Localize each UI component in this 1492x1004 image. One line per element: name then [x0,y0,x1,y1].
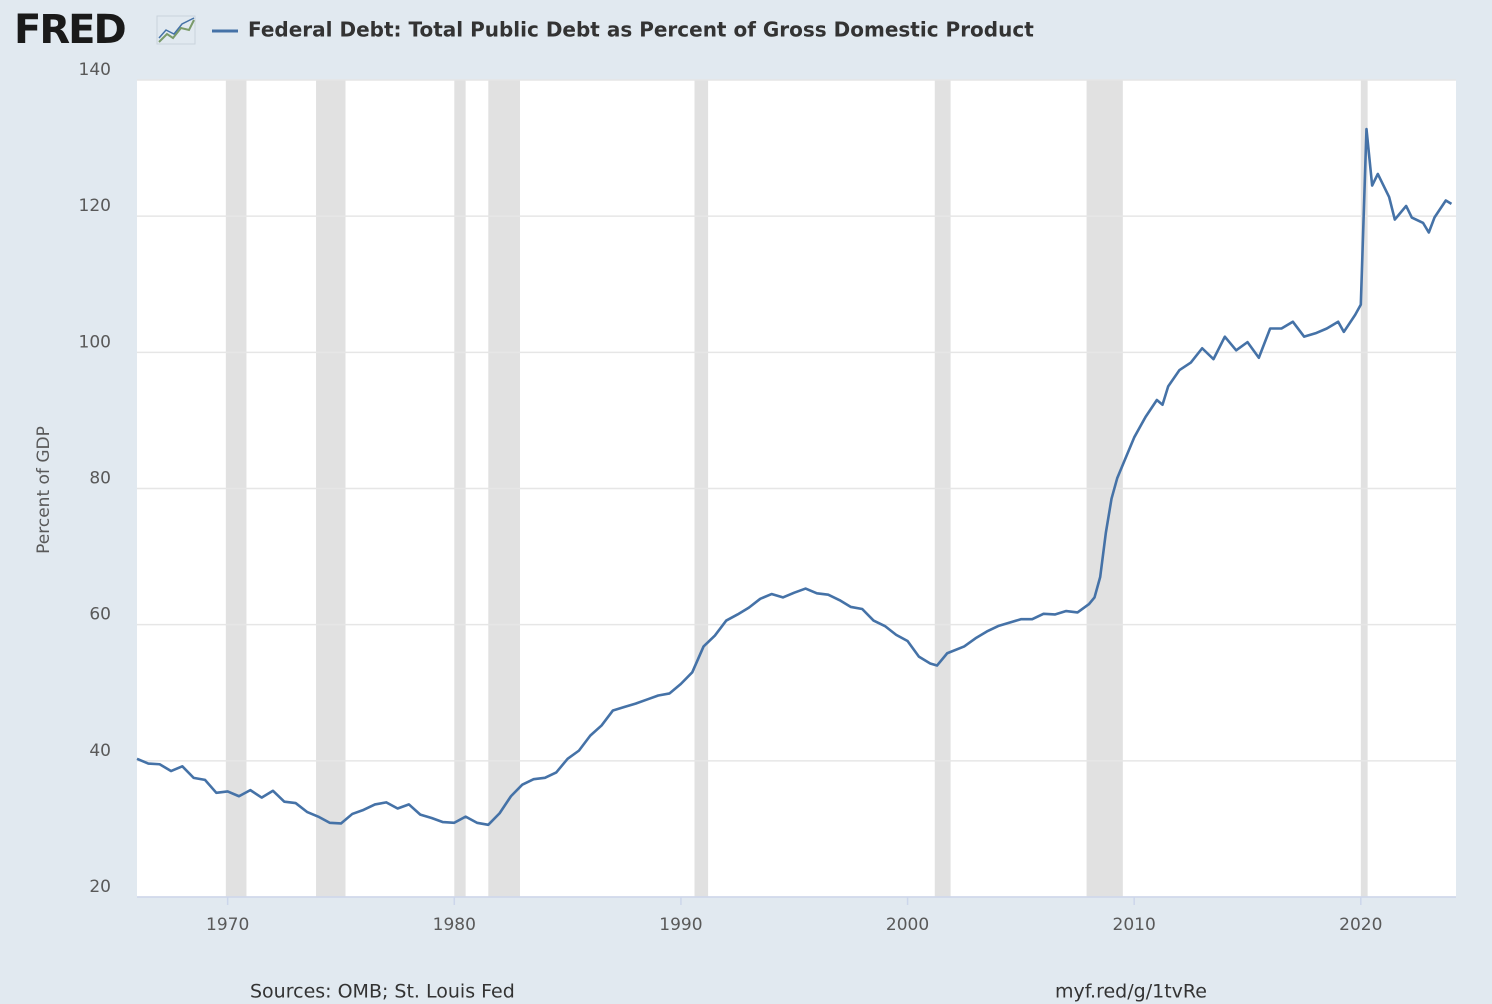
x-tick-label: 1990 [659,915,702,935]
y-tick-label: 120 [79,196,111,216]
x-tick-label: 1980 [433,915,476,935]
x-tick-label: 1970 [206,915,249,935]
y-axis-label: Percent of GDP [34,426,54,554]
source: Sources: OMB; St. Louis Fed [250,981,515,1003]
y-tick-label: 100 [79,332,111,352]
x-tick-label: 2000 [886,915,929,935]
x-tick-label: 2020 [1339,915,1382,935]
x-tick-label: 2010 [1113,915,1156,935]
y-tick-label: 40 [89,741,111,761]
y-tick-label: 60 [89,605,111,625]
link[interactable]: myf.red/g/1tvRe [1055,981,1207,1003]
y-tick-label: 80 [89,469,111,489]
y-tick-label: 20 [89,877,111,897]
legend-label: Federal Debt: Total Public Debt as Perce… [248,18,1034,42]
logo-icon [156,15,196,45]
series-line [136,127,1453,827]
logo: FRED [14,7,125,53]
y-tick-label: 140 [79,60,111,80]
